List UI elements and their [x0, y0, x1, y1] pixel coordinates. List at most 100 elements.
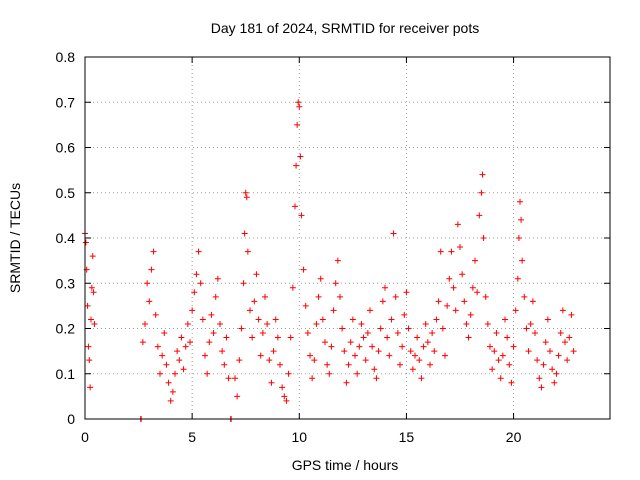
data-point: [161, 330, 168, 337]
data-point: [304, 330, 311, 337]
data-point: [238, 325, 245, 332]
data-point: [279, 384, 286, 391]
data-point: [401, 311, 408, 318]
x-tick-label: 20: [506, 429, 522, 445]
data-point: [296, 103, 303, 110]
data-point: [193, 271, 200, 278]
data-point: [532, 330, 538, 337]
data-point: [257, 352, 264, 359]
data-point: [139, 339, 146, 346]
data-point: [476, 212, 483, 219]
y-tick-label: 0.1: [56, 366, 76, 382]
data-point: [392, 293, 399, 300]
data-point: [85, 343, 92, 350]
data-point: [377, 325, 384, 332]
data-point: [223, 334, 230, 341]
data-point: [390, 230, 397, 237]
x-tick-label: 5: [188, 429, 196, 445]
data-point: [199, 316, 206, 323]
data-point: [465, 334, 472, 341]
data-point: [437, 248, 444, 255]
data-point: [506, 361, 513, 368]
data-point: [242, 189, 249, 196]
data-point: [484, 320, 491, 327]
data-point: [431, 348, 438, 355]
data-point: [86, 357, 93, 364]
data-point: [418, 375, 425, 382]
data-point: [268, 379, 275, 386]
data-point: [262, 293, 268, 300]
data-point: [208, 311, 215, 318]
x-axis-label: GPS time / hours: [292, 457, 399, 473]
data-point: [559, 307, 566, 314]
data-point: [444, 302, 451, 309]
data-point: [298, 212, 305, 219]
data-point: [416, 357, 423, 364]
data-point: [450, 284, 457, 291]
data-point: [247, 307, 253, 314]
data-point: [232, 375, 238, 382]
data-point: [90, 289, 97, 296]
data-point: [517, 198, 523, 205]
data-point: [300, 266, 307, 273]
data-point: [536, 375, 543, 382]
y-tick-label: 0.6: [56, 140, 76, 156]
x-tick-label: 10: [291, 429, 307, 445]
data-point: [497, 375, 504, 382]
x-tick-label: 0: [81, 429, 89, 445]
data-point: [482, 293, 489, 300]
data-point: [489, 366, 496, 373]
data-point: [253, 271, 260, 278]
data-point: [538, 384, 545, 391]
data-point: [172, 370, 178, 377]
data-point: [142, 320, 148, 327]
data-point: [319, 316, 326, 323]
data-point: [373, 375, 380, 382]
data-point: [375, 348, 382, 355]
data-point: [313, 320, 320, 327]
data-point: [326, 370, 333, 377]
data-point: [448, 248, 455, 255]
data-point: [457, 244, 463, 251]
data-point: [311, 357, 318, 364]
data-point: [405, 325, 412, 332]
data-point: [459, 271, 466, 278]
data-point: [274, 334, 281, 341]
data-point: [148, 266, 155, 273]
data-point: [347, 339, 354, 346]
data-point: [197, 280, 204, 287]
x-tick-label: 15: [399, 429, 415, 445]
data-point: [324, 361, 331, 368]
data-point: [289, 284, 296, 291]
data-point: [478, 189, 485, 196]
data-point: [88, 284, 95, 291]
data-point: [163, 361, 170, 368]
data-point: [547, 348, 553, 355]
y-tick-label: 0: [67, 411, 75, 427]
y-axis-label: SRMTID / TECUs: [7, 183, 23, 293]
data-point: [544, 316, 551, 323]
data-point: [221, 361, 228, 368]
data-point: [504, 334, 511, 341]
data-point: [297, 153, 304, 160]
y-tick-label: 0.8: [56, 49, 76, 65]
data-point: [386, 352, 393, 359]
data-point: [420, 343, 427, 350]
data-point: [91, 320, 98, 327]
data-point: [480, 235, 487, 241]
data-point: [206, 339, 213, 346]
data-point: [551, 379, 558, 386]
data-point: [429, 330, 436, 337]
data-point: [272, 316, 279, 323]
data-point: [294, 121, 301, 128]
data-point: [281, 393, 288, 400]
data-point: [384, 334, 391, 341]
data-point: [236, 357, 243, 364]
data-point: [178, 334, 185, 341]
data-point: [356, 343, 363, 350]
data-point: [487, 343, 493, 350]
data-point: [89, 253, 96, 260]
data-point: [514, 275, 521, 282]
data-point: [515, 235, 522, 241]
